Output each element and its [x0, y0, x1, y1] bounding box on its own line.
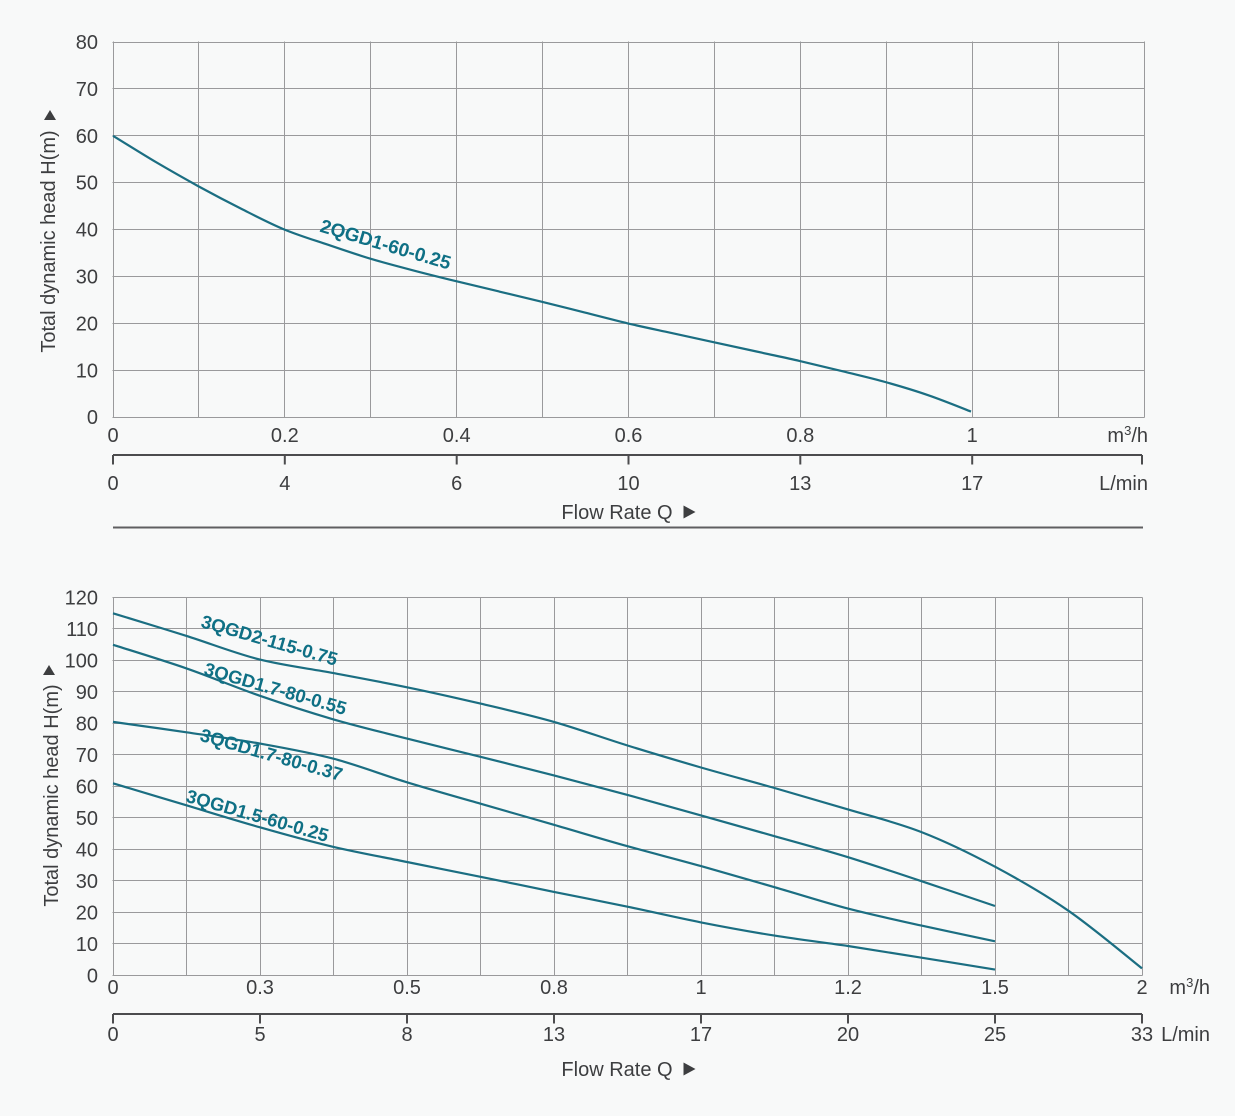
svg-text:5: 5	[254, 1024, 265, 1046]
svg-text:90: 90	[76, 682, 98, 704]
svg-text:60: 60	[76, 126, 98, 148]
svg-text:0: 0	[87, 965, 98, 987]
svg-text:70: 70	[76, 745, 98, 767]
svg-text:80: 80	[76, 32, 98, 54]
svg-text:110: 110	[66, 619, 98, 641]
svg-text:13: 13	[543, 1024, 565, 1046]
svg-text:30: 30	[76, 871, 98, 893]
svg-text:0.8: 0.8	[786, 425, 814, 447]
svg-text:100: 100	[65, 651, 98, 673]
svg-text:Flow Rate Q: Flow Rate Q	[561, 1059, 672, 1081]
svg-text:L/min: L/min	[1099, 473, 1148, 495]
svg-text:80: 80	[76, 713, 98, 735]
svg-text:120: 120	[65, 588, 98, 610]
svg-text:0: 0	[107, 1024, 118, 1046]
svg-text:10: 10	[76, 934, 98, 956]
svg-text:17: 17	[961, 473, 983, 495]
svg-text:8: 8	[401, 1024, 412, 1046]
svg-text:60: 60	[76, 776, 98, 798]
svg-text:L/min: L/min	[1161, 1024, 1210, 1046]
svg-text:4: 4	[279, 473, 290, 495]
svg-text:2: 2	[1136, 977, 1147, 999]
svg-text:1: 1	[695, 977, 706, 999]
svg-text:40: 40	[76, 220, 98, 242]
svg-text:1: 1	[967, 425, 978, 447]
svg-text:20: 20	[76, 313, 98, 335]
svg-text:25: 25	[984, 1024, 1006, 1046]
svg-text:0: 0	[107, 473, 118, 495]
svg-text:50: 50	[76, 173, 98, 195]
svg-text:0: 0	[107, 977, 118, 999]
svg-text:13: 13	[789, 473, 811, 495]
svg-text:70: 70	[76, 79, 98, 101]
svg-text:0.4: 0.4	[443, 425, 471, 447]
svg-text:6: 6	[451, 473, 462, 495]
svg-text:Total dynamic head H(m): Total dynamic head H(m)	[41, 684, 63, 906]
svg-text:10: 10	[76, 360, 98, 382]
svg-text:Flow Rate Q: Flow Rate Q	[561, 502, 672, 524]
svg-text:50: 50	[76, 808, 98, 830]
svg-text:0.2: 0.2	[271, 425, 299, 447]
svg-text:20: 20	[76, 902, 98, 924]
svg-text:1.2: 1.2	[834, 977, 862, 999]
svg-text:0.8: 0.8	[540, 977, 568, 999]
svg-text:Total dynamic head H(m): Total dynamic head H(m)	[38, 130, 60, 352]
svg-text:0: 0	[87, 407, 98, 429]
svg-text:0.5: 0.5	[393, 977, 421, 999]
svg-text:0: 0	[107, 425, 118, 447]
svg-text:20: 20	[837, 1024, 859, 1046]
svg-text:0.6: 0.6	[615, 425, 643, 447]
svg-text:33: 33	[1131, 1024, 1153, 1046]
svg-text:17: 17	[690, 1024, 712, 1046]
svg-text:40: 40	[76, 839, 98, 861]
svg-text:0.3: 0.3	[246, 977, 274, 999]
svg-text:30: 30	[76, 267, 98, 289]
svg-text:10: 10	[617, 473, 639, 495]
svg-text:1.5: 1.5	[981, 977, 1009, 999]
